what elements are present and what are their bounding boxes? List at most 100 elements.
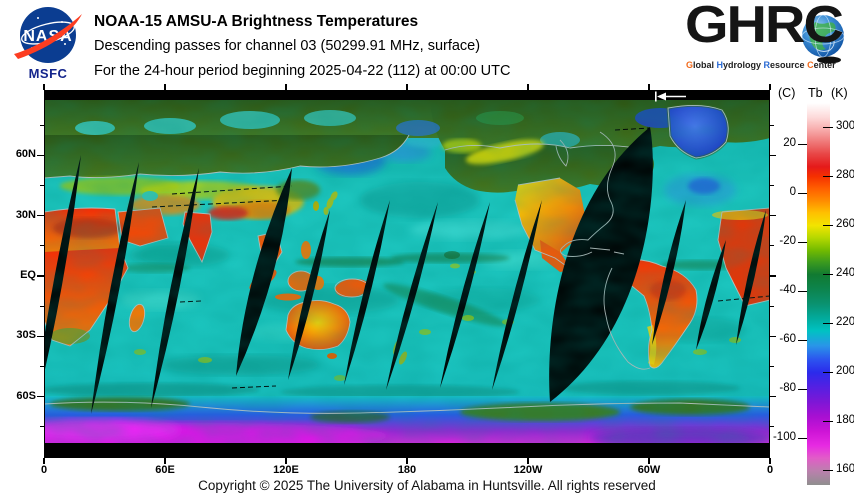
colorbar-label-celsius: -40 [779,284,796,297]
colorbar-label-kelvin: 260 [836,218,854,231]
lat-tick-minor [40,124,44,126]
lat-tick-major [770,335,776,337]
lat-tick-major [770,154,776,157]
lon-tick-major [164,84,166,90]
lat-tick-major [37,215,44,217]
lon-tick-major [769,458,771,464]
lon-tick-major [43,458,45,464]
lon-axis-label: 120E [273,464,299,476]
lat-tick-minor [770,185,774,187]
lon-tick-major [285,84,287,90]
lat-tick-minor [770,426,774,428]
page-subtitle-channel: Descending passes for channel 03 (50299.… [94,38,481,54]
lon-axis-label: 60E [155,464,175,476]
ghrc-tagline-segment: H [716,60,724,70]
colorbar-label-celsius: 20 [783,137,796,150]
colorbar-tick-kelvin [823,469,833,471]
colorbar-tick-celsius [798,290,807,292]
copyright-text: Copyright © 2025 The University of Alaba… [198,478,656,493]
colorbar-tick-celsius [798,437,807,439]
lat-tick-major [37,395,44,398]
colorbar-label-kelvin: 220 [836,316,854,329]
swath-start-arrow-icon [655,91,686,102]
lat-tick-major [770,215,776,217]
colorbar-tick-kelvin [823,175,833,178]
colorbar-tick-kelvin [823,224,833,227]
colorbar-quantity: Tb [808,86,823,100]
lon-tick-major [648,84,650,90]
ghrc-globe-icon [801,14,845,64]
colorbar-label-celsius: -20 [779,235,796,248]
colorbar-label-celsius: -80 [779,382,796,395]
lon-tick-major [527,458,529,464]
lon-tick-major [648,458,650,464]
ghrc-tagline-segment: lobal [693,60,717,70]
lon-tick-major [43,84,45,90]
colorbar-tick-kelvin [823,322,833,324]
lon-tick-major [406,458,408,464]
south-polar-gap [44,443,770,458]
lon-axis-label: 180 [397,464,417,476]
colorbar-label-kelvin: 280 [836,169,854,182]
colorbar-tick-kelvin [823,420,833,422]
colorbar-tick-celsius [798,241,807,243]
colorbar-unit-celsius: (C) [778,86,796,100]
world-map [44,90,770,458]
lat-tick-major [37,335,44,337]
colorbar-label-celsius: -100 [772,431,796,444]
lat-tick-minor [40,426,44,428]
lat-tick-minor [770,305,774,307]
lon-tick-major [285,458,287,464]
colorbar-tick-celsius [798,192,807,194]
colorbar-label-kelvin: 200 [836,365,854,378]
lon-axis-label: 0 [40,464,48,476]
ghrc-tagline-segment: enter [813,60,836,70]
lat-tick-minor [770,245,774,247]
lat-tick-minor [40,305,44,307]
colorbar-tick-kelvin [823,126,833,129]
ghrc-acronym: GHRC [685,0,844,53]
colorbar-label-kelvin: 240 [836,267,854,280]
lon-axis-label: 60W [637,464,661,476]
colorbar-tick-celsius [798,388,807,390]
colorbar-tick-kelvin [823,371,833,373]
colorbar-tick-kelvin [823,273,833,275]
ghrc-tagline-segment: ydrology [723,60,764,70]
lat-tick-major [37,154,44,157]
header-titles: NOAA-15 AMSU-A Brightness Temperatures D… [94,9,510,84]
ghrc-tagline-segment: C [807,60,814,70]
lat-tick-minor [40,245,44,247]
colorbar-label-kelvin: 160 [836,463,854,476]
lon-axis-label: 120W [513,464,543,476]
ghrc-tagline-segment: R [763,60,771,70]
lat-axis-label: 60N [15,148,36,161]
colorbar-tick-celsius [798,339,807,341]
nasa-meatball-icon: NASA [14,7,82,63]
north-polar-gap [44,90,770,100]
ghrc-tagline-segment: esource [770,60,808,70]
lat-tick-minor [40,365,44,367]
colorbar-unit-kelvin: (K) [831,86,848,100]
ghrc-logo: GHRC Global Hydrology Resource Center [683,0,851,84]
lat-tick-major [770,395,776,398]
lat-tick-major [37,275,44,277]
lat-axis-label: 60S [16,389,36,402]
lon-tick-major [406,84,408,90]
colorbar-label-celsius: 0 [789,186,796,199]
colorbar-label-kelvin: 180 [836,414,854,427]
page-title: NOAA-15 AMSU-A Brightness Temperatures [94,13,419,30]
ghrc-tagline-segment: G [686,60,694,70]
lon-axis-label: 0 [766,464,774,476]
lon-tick-major [164,458,166,464]
page-subtitle-period: For the 24-hour period beginning 2025-04… [94,63,511,79]
lat-tick-minor [770,124,774,126]
texture-overlay [44,100,770,443]
colorbar-label-kelvin: 300 [836,120,854,133]
nasa-center-label: MSFC [28,66,68,81]
colorbar-tick-celsius [798,143,807,145]
lon-tick-major [527,84,529,90]
lat-axis-label: EQ [20,269,36,281]
lat-tick-minor [40,185,44,187]
nasa-logo: NASA MSFC [10,4,86,86]
